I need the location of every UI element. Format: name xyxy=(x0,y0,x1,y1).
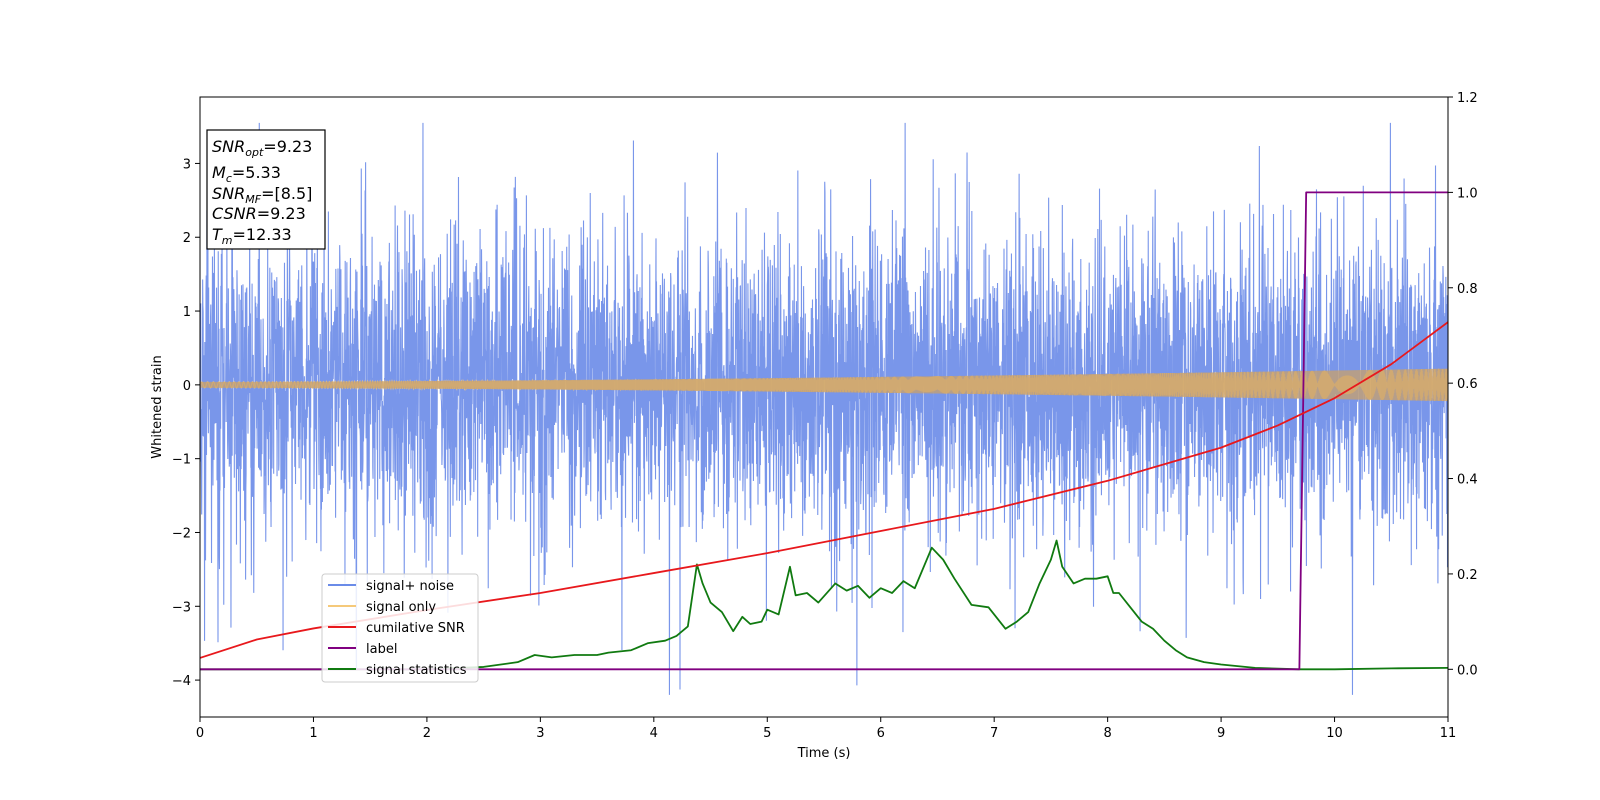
y-left-tick-label: −2 xyxy=(172,526,191,541)
info-tm: Tm=12.33 xyxy=(212,225,292,247)
info-mc: Mc=5.33 xyxy=(212,163,281,185)
y-left-tick-label: 2 xyxy=(183,231,191,246)
x-tick-label: 5 xyxy=(763,726,771,741)
axes-frame xyxy=(199,96,1449,718)
x-tick-label: 2 xyxy=(423,726,431,741)
x-axis-label: Time (s) xyxy=(797,746,851,761)
x-tick-label: 7 xyxy=(990,726,998,741)
legend-label-signal-statistics: signal statistics xyxy=(366,663,467,678)
y-right-tick-label: 0.4 xyxy=(1457,473,1478,488)
legend-frame xyxy=(321,573,479,683)
x-tick-label: 1 xyxy=(309,726,317,741)
x-tick-label: 4 xyxy=(650,726,658,741)
info-snr-mf: SNRMF=[8.5] xyxy=(212,184,312,206)
x-tick-label: 6 xyxy=(877,726,885,741)
info-box: SNRopt=9.23 Mc=5.33 SNRMF=[8.5] CSNR=9.2… xyxy=(206,129,326,250)
series-signal-statistics xyxy=(200,539,1448,671)
y-left-tick-label: 0 xyxy=(183,379,191,394)
x-tick-label: 10 xyxy=(1326,726,1343,741)
info-snr-opt: SNRopt=9.23 xyxy=(212,137,312,159)
series-label xyxy=(200,191,1448,671)
y-right-tick-label: 0.6 xyxy=(1457,377,1478,392)
x-tick-label: 3 xyxy=(536,726,544,741)
y-left-tick-label: −1 xyxy=(172,453,191,468)
info-box-frame xyxy=(206,129,326,250)
y-right-tick-label: 0.0 xyxy=(1457,663,1478,678)
series-signal-only-envelope xyxy=(200,368,1448,402)
y-right-tick-label: 0.2 xyxy=(1457,568,1478,583)
x-tick-label: 11 xyxy=(1440,726,1457,741)
legend-label-signal-only: signal only xyxy=(366,600,436,615)
legend: signal+ noise signal only cumilative SNR… xyxy=(321,573,479,683)
plot-area xyxy=(200,122,1448,695)
y-left-tick-label: 1 xyxy=(183,305,191,320)
y-left-tick-label: 3 xyxy=(183,157,191,172)
x-tick-label: 0 xyxy=(196,726,204,741)
legend-label-cumilative-snr: cumilative SNR xyxy=(366,621,465,636)
y-axis-label: Whitened strain xyxy=(150,355,165,458)
x-axis: 0 1 2 3 4 5 6 7 8 9 10 11 xyxy=(196,717,1456,741)
y-left-tick-label: −4 xyxy=(172,674,191,689)
x-tick-label: 9 xyxy=(1217,726,1225,741)
legend-label-signal-noise: signal+ noise xyxy=(366,579,454,594)
x-tick-label: 8 xyxy=(1103,726,1111,741)
info-csnr: CSNR=9.23 xyxy=(212,204,306,223)
legend-label-label: label xyxy=(366,642,397,657)
y-axis-right: 0.0 0.2 0.4 0.6 0.8 1.0 1.2 xyxy=(1448,91,1478,678)
y-axis-left: −4 −3 −2 −1 0 1 2 3 xyxy=(172,157,200,689)
y-right-tick-label: 1.0 xyxy=(1457,186,1478,201)
y-right-tick-label: 0.8 xyxy=(1457,282,1478,297)
y-left-tick-label: −3 xyxy=(172,600,191,615)
y-right-tick-label: 1.2 xyxy=(1457,91,1478,106)
